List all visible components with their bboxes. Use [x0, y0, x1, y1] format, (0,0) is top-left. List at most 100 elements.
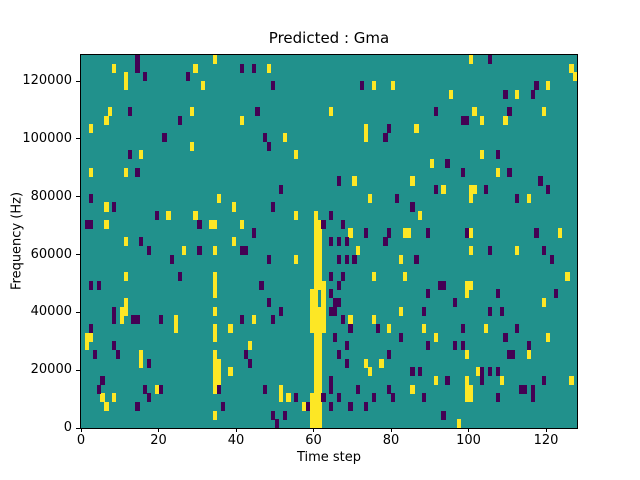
heatmap-cell: [267, 63, 272, 73]
heatmap-cell: [344, 341, 349, 351]
heatmap-cell: [433, 332, 438, 342]
heatmap-cell: [418, 367, 423, 377]
heatmap-cell: [495, 289, 500, 299]
heatmap-cell: [88, 219, 94, 229]
x-tick-label: 100: [456, 433, 481, 448]
heatmap-cell: [487, 245, 493, 255]
heatmap-cell: [352, 176, 357, 186]
heatmap-cell: [332, 297, 338, 307]
heatmap-cell: [487, 367, 493, 377]
heatmap-cell: [445, 159, 450, 169]
heatmap-cell: [104, 401, 109, 412]
heatmap-cell: [313, 228, 318, 238]
heatmap-cell: [441, 280, 446, 290]
heatmap-cell: [468, 185, 473, 195]
heatmap-cell: [472, 185, 477, 195]
heatmap-cell: [317, 375, 322, 385]
heatmap-cell: [573, 72, 577, 82]
heatmap-cell: [437, 280, 442, 290]
heatmap-cell: [522, 384, 528, 394]
heatmap-cell: [360, 81, 365, 91]
heatmap-cell: [375, 323, 380, 333]
heatmap-cell: [193, 63, 198, 73]
heatmap-cell: [92, 349, 97, 359]
heatmap-cell: [534, 228, 539, 238]
y-tick-mark: [76, 138, 80, 140]
y-tick-mark: [76, 80, 80, 82]
heatmap-cell: [212, 358, 218, 368]
heatmap-cell: [329, 289, 334, 299]
heatmap-cell: [216, 367, 221, 377]
heatmap-cell: [220, 401, 225, 412]
heatmap-cell: [484, 323, 489, 333]
heatmap-cell: [344, 237, 349, 247]
heatmap-cell: [387, 349, 392, 359]
heatmap-cell: [282, 410, 287, 420]
heatmap-cell: [464, 375, 469, 385]
heatmap-cell: [146, 358, 152, 368]
heatmap-cell: [154, 211, 159, 221]
heatmap-cell: [228, 323, 233, 333]
heatmap-cell: [267, 297, 272, 307]
heatmap-cell: [294, 254, 299, 264]
heatmap-cell: [317, 393, 322, 403]
heatmap-cell: [480, 115, 485, 125]
heatmap-cell: [344, 254, 349, 264]
heatmap-cell: [565, 271, 570, 281]
heatmap-cell: [557, 228, 562, 238]
heatmap-cell: [441, 410, 446, 420]
heatmap-cell: [313, 358, 318, 368]
heatmap-cell: [294, 211, 299, 221]
heatmap-cell: [456, 419, 462, 428]
heatmap-cell: [394, 193, 400, 203]
heatmap-cell: [363, 228, 369, 238]
heatmap-cell: [332, 332, 338, 342]
heatmap-cell: [460, 167, 466, 177]
heatmap-cell: [123, 297, 128, 307]
heatmap-cell: [239, 315, 245, 325]
heatmap-cell: [507, 167, 512, 177]
heatmap-cell: [356, 245, 361, 255]
heatmap-cell: [317, 219, 322, 229]
heatmap-cell: [515, 193, 520, 203]
heatmap-cell: [410, 202, 415, 212]
heatmap-cell: [313, 393, 318, 403]
heatmap-cell: [321, 315, 326, 325]
heatmap-cell: [321, 280, 326, 290]
heatmap-cell: [259, 280, 264, 290]
y-tick-mark: [76, 427, 80, 429]
heatmap-cell: [495, 150, 500, 160]
heatmap-cell: [232, 237, 237, 247]
heatmap-cell: [507, 107, 512, 117]
heatmap-cell: [208, 219, 214, 229]
heatmap-cell: [468, 384, 473, 394]
heatmap-cell: [453, 297, 458, 307]
heatmap-cell: [317, 306, 322, 316]
x-tick-label: 120: [533, 433, 559, 448]
heatmap-cell: [503, 332, 508, 342]
y-axis-label: Frequency (Hz): [9, 191, 25, 291]
heatmap-cell: [379, 358, 384, 368]
heatmap-cell: [143, 72, 148, 82]
heatmap-cell: [282, 133, 287, 143]
heatmap-cell: [464, 384, 469, 394]
heatmap-cell: [468, 193, 473, 203]
heatmap-cell: [115, 349, 121, 359]
heatmap-cell: [313, 245, 318, 255]
heatmap-cell: [212, 410, 218, 420]
heatmap-cell: [212, 219, 218, 229]
heatmap-cell: [270, 410, 276, 420]
heatmap-cell: [348, 323, 353, 333]
heatmap-cell: [445, 375, 450, 385]
heatmap-cell: [464, 393, 469, 403]
heatmap-cell: [309, 297, 314, 307]
heatmap-cell: [387, 384, 392, 394]
heatmap-cell: [119, 306, 125, 316]
heatmap-cell: [553, 289, 559, 299]
heatmap-cell: [313, 280, 318, 290]
heatmap-cell: [305, 401, 311, 412]
heatmap-cell: [108, 107, 113, 117]
chart-title: Predicted : Gma: [268, 29, 390, 47]
heatmap-cell: [425, 341, 431, 351]
heatmap-cell: [309, 306, 314, 316]
